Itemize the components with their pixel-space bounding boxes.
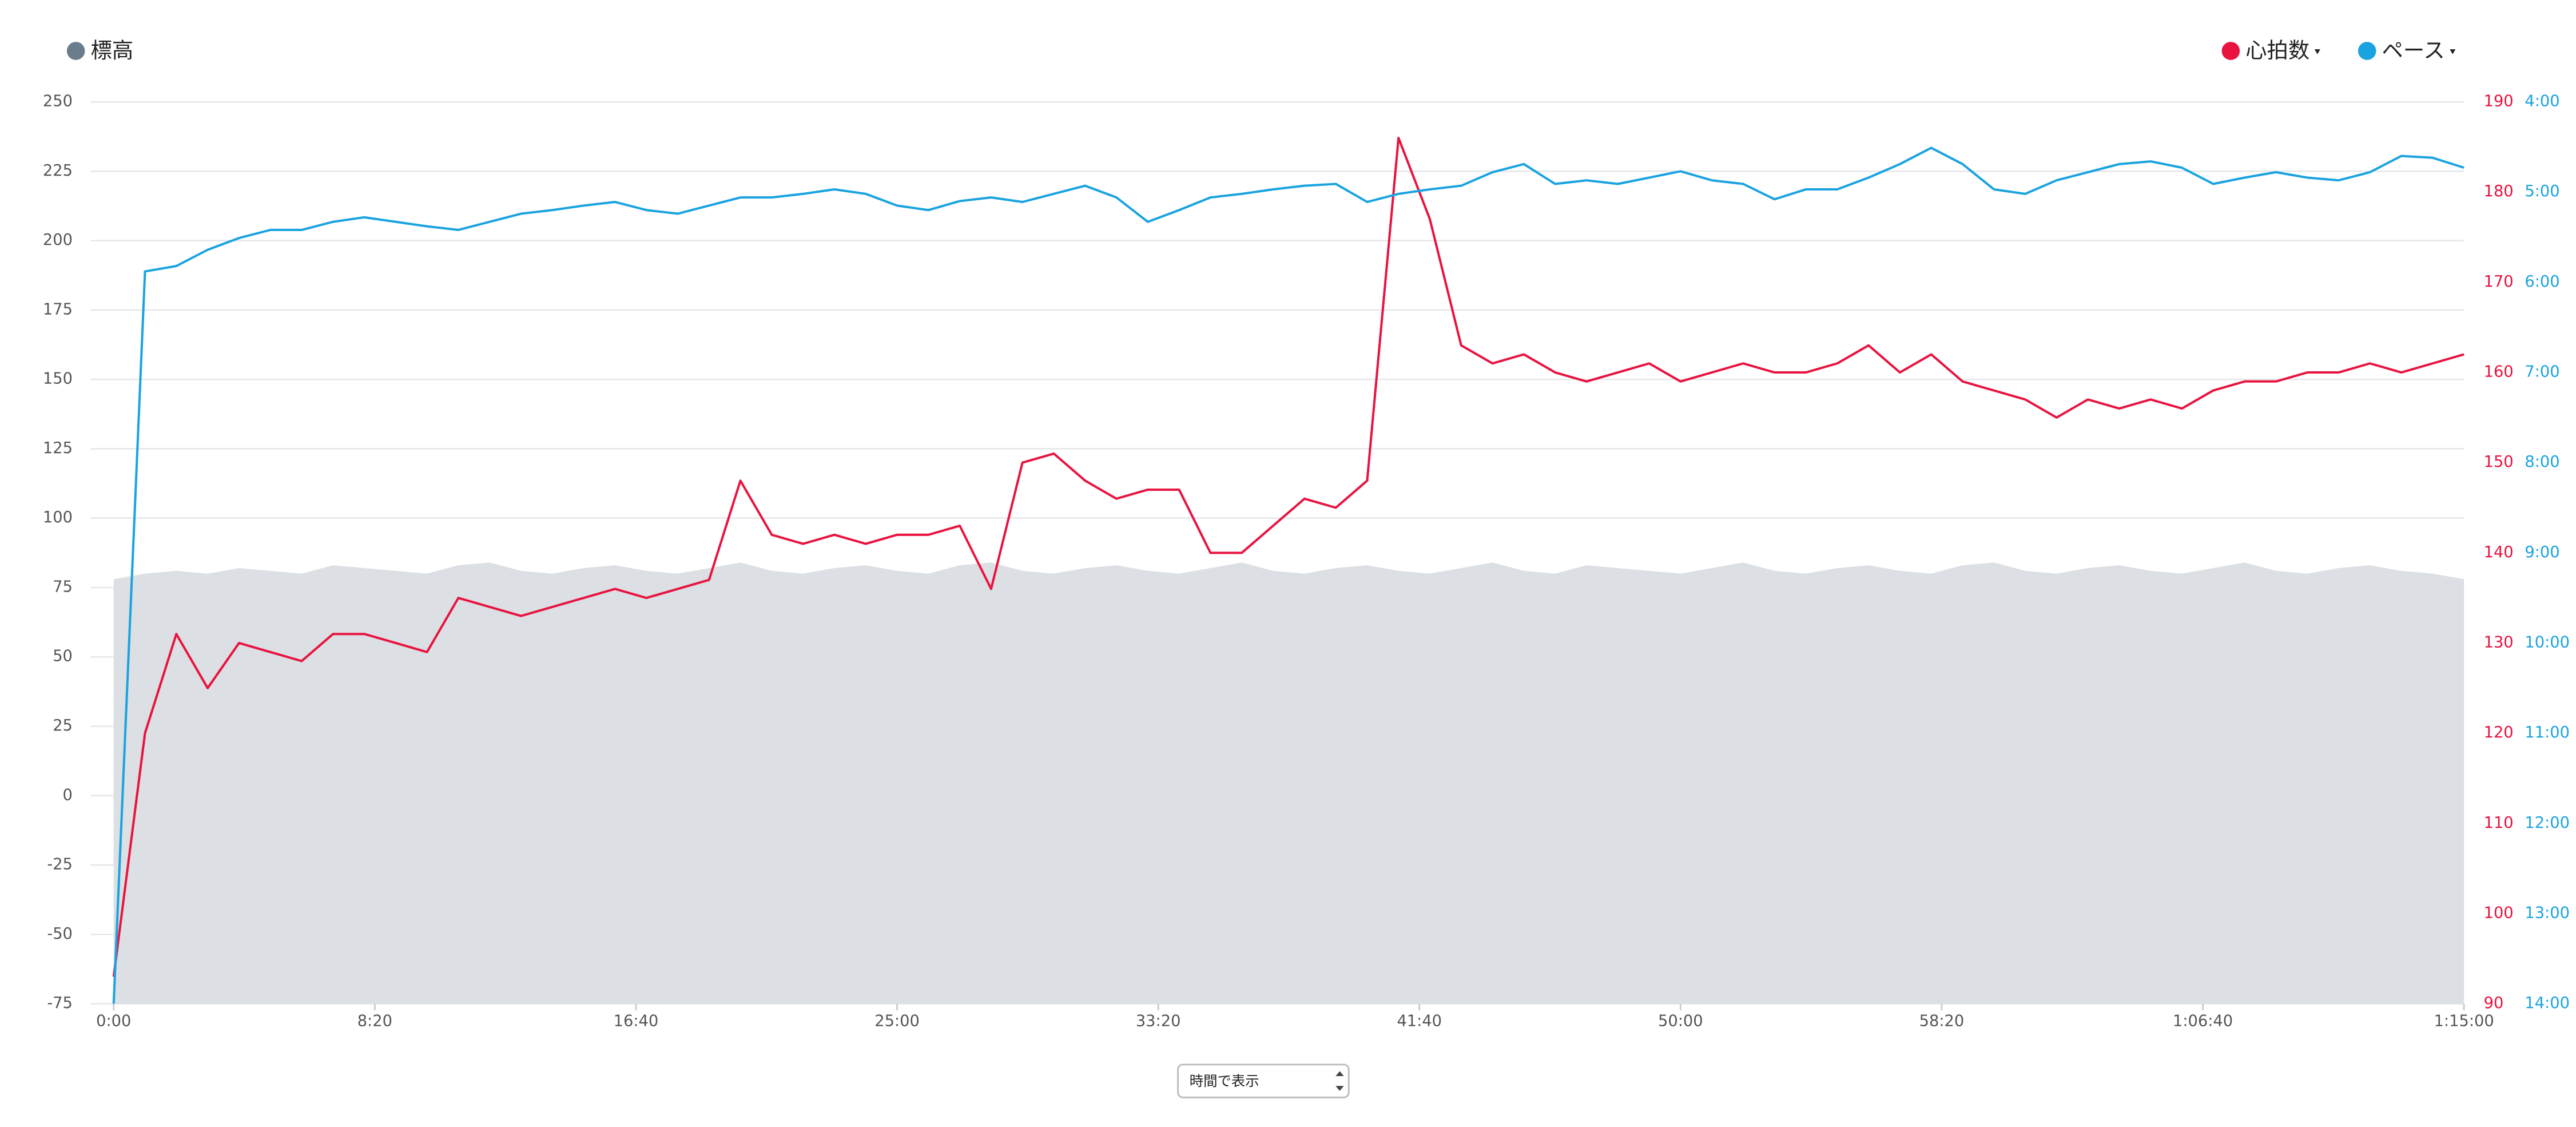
y2-tick-label: 180 (2484, 182, 2514, 200)
y2-tick-label: 150 (2484, 453, 2514, 471)
line (112, 137, 2464, 977)
legend-label: ペース (2382, 38, 2445, 63)
y-tick-label: 250 (43, 93, 73, 110)
y-tick-label: 0 (63, 786, 73, 804)
y2-tick-label: 120 (2484, 724, 2514, 741)
y-tick-label: 150 (43, 370, 73, 388)
y-tick-label: 25 (53, 717, 73, 735)
y-tick-label: 225 (43, 162, 73, 180)
y3-tick-label: 9:00 (2525, 543, 2559, 561)
legend-marker (2358, 42, 2376, 60)
y2-tick-label: 140 (2484, 543, 2514, 561)
select-arrows (1335, 1071, 1344, 1091)
x-tick-label: 1:15:00 (2434, 1013, 2494, 1030)
y-tick-label: 175 (43, 300, 73, 318)
y-tick-label: 125 (43, 439, 73, 457)
y2-tick-label: 130 (2484, 633, 2514, 651)
legend-dropdown-arrow (2314, 49, 2320, 54)
y3-tick-label: 12:00 (2525, 814, 2570, 832)
legend: 標高 心拍数 ペース (66, 38, 2456, 63)
y2-tick-label: 100 (2484, 904, 2514, 922)
x-tick-label: 58:20 (1919, 1013, 1965, 1030)
y2-tick-label: 160 (2484, 363, 2514, 381)
select-label[interactable]: 時間で表示 (1190, 1073, 1259, 1089)
display-mode-select[interactable]: 時間で表示 (1177, 1063, 1350, 1098)
y3-tick-label: 13:00 (2525, 904, 2570, 922)
y3-tick-label: 4:00 (2525, 93, 2559, 110)
y-tick-label: -50 (47, 925, 73, 943)
select-box[interactable] (1177, 1063, 1350, 1098)
y2-tick-label: 90 (2484, 994, 2504, 1012)
line (112, 146, 2464, 1004)
y-tick-label: 100 (43, 509, 73, 526)
legend-label: 心拍数 (2245, 38, 2309, 63)
legend-label: 標高 (91, 38, 134, 63)
legend-marker (2221, 42, 2240, 60)
x-tick-label: 0:00 (96, 1013, 131, 1030)
y2-tick-label: 170 (2484, 273, 2514, 291)
y-tick-label: 200 (43, 231, 73, 249)
legend-marker (66, 42, 85, 60)
x-tick-label: 33:20 (1136, 1013, 1181, 1030)
x-tick-label: 41:40 (1397, 1013, 1442, 1030)
y-tick-label: -75 (47, 994, 73, 1012)
area (113, 562, 2464, 1004)
x-tick-label: 16:40 (614, 1013, 659, 1030)
legend-dropdown-arrow (2450, 49, 2456, 54)
y2-tick-label: 190 (2484, 93, 2514, 110)
x-tick-label: 25:00 (874, 1013, 920, 1030)
y3-tick-label: 7:00 (2525, 363, 2559, 381)
x-tick-label: 1:06:40 (2173, 1013, 2233, 1030)
y3-tick-label: 11:00 (2525, 724, 2570, 741)
x-tick-label: 8:20 (357, 1013, 392, 1030)
y3-tick-label: 10:00 (2525, 633, 2570, 651)
plot (112, 137, 2464, 1004)
y3-tick-label: 8:00 (2525, 453, 2559, 471)
y2-tick-label: 110 (2484, 814, 2514, 832)
y-tick-label: 75 (53, 578, 73, 596)
y3-tick-label: 14:00 (2525, 994, 2570, 1012)
axes: -75-50-250255075100125150175200225250901… (43, 93, 2570, 1030)
y3-tick-label: 5:00 (2525, 182, 2559, 200)
y-tick-label: 50 (53, 648, 73, 665)
x-tick-label: 50:00 (1658, 1013, 1703, 1030)
y-tick-label: -25 (47, 856, 73, 874)
y3-tick-label: 6:00 (2525, 273, 2559, 291)
